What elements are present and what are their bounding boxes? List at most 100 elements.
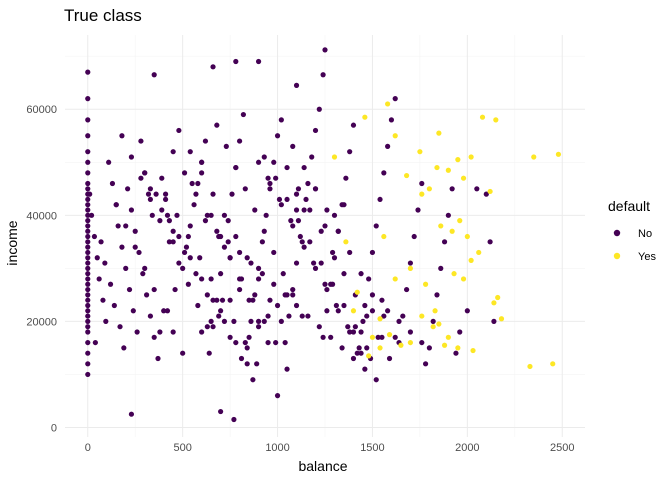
point-yes <box>470 347 476 354</box>
x-tick-label: 0 <box>85 442 91 454</box>
point-no <box>411 233 417 240</box>
point-no <box>85 329 91 335</box>
point-no <box>85 361 91 367</box>
point-yes <box>479 114 486 120</box>
point-no <box>311 260 317 266</box>
point-no <box>407 260 414 266</box>
point-yes <box>407 339 414 346</box>
point-no <box>434 292 440 298</box>
point-no <box>233 339 239 346</box>
point-no <box>453 350 459 356</box>
point-yes <box>498 316 505 322</box>
point-no <box>244 255 250 261</box>
point-no <box>204 324 210 330</box>
chart-title: True class <box>64 6 142 25</box>
x-tick-label: 1000 <box>265 442 289 454</box>
legend-label-yes: Yes <box>638 251 656 263</box>
point-no <box>305 180 311 187</box>
point-yes <box>398 342 404 348</box>
y-tick-label: 60000 <box>26 104 57 116</box>
point-no <box>85 313 91 319</box>
point-no <box>358 329 364 335</box>
point-no <box>307 239 313 245</box>
point-no <box>174 212 180 218</box>
point-no <box>284 196 290 203</box>
point-yes <box>476 249 482 256</box>
point-no <box>87 191 93 197</box>
point-no <box>85 271 91 277</box>
point-no <box>347 329 353 335</box>
point-no <box>273 175 279 181</box>
point-no <box>187 255 193 261</box>
point-no <box>362 302 368 309</box>
point-no <box>419 180 425 187</box>
point-no <box>210 191 216 197</box>
point-no <box>301 164 307 171</box>
point-no <box>145 191 152 197</box>
point-yes <box>451 271 457 277</box>
point-no <box>449 186 455 192</box>
point-no <box>347 149 353 155</box>
point-yes <box>438 223 444 229</box>
point-no <box>426 345 432 351</box>
point-no <box>98 239 104 245</box>
point-no <box>231 318 237 324</box>
y-axis-ticks: 0 20000 40000 60000 <box>26 104 57 434</box>
point-no <box>85 180 91 187</box>
point-no <box>352 324 358 330</box>
point-yes <box>531 154 537 160</box>
point-no <box>293 82 300 88</box>
point-no <box>255 318 262 324</box>
point-no <box>301 207 307 213</box>
point-no <box>312 127 319 134</box>
point-no <box>388 117 395 123</box>
point-no <box>91 233 98 240</box>
point-no <box>487 239 493 245</box>
point-no <box>125 186 131 192</box>
point-no <box>320 334 326 340</box>
point-no <box>293 302 300 309</box>
point-no <box>246 334 252 340</box>
point-no <box>218 408 224 415</box>
point-no <box>341 271 347 277</box>
point-no <box>142 265 148 271</box>
point-no <box>312 186 319 192</box>
point-no <box>252 207 258 213</box>
point-no <box>138 175 144 181</box>
point-yes <box>362 114 368 120</box>
point-no <box>255 265 262 271</box>
point-no <box>151 72 157 78</box>
point-no <box>85 239 91 245</box>
point-no <box>419 339 425 346</box>
point-no <box>295 218 302 224</box>
point-no <box>236 276 243 282</box>
point-no <box>404 286 410 293</box>
x-tick-label: 2000 <box>455 442 479 454</box>
point-no <box>126 286 133 293</box>
point-yes <box>386 332 393 338</box>
point-no <box>231 416 237 423</box>
point-yes <box>343 239 349 245</box>
point-no <box>322 281 328 287</box>
point-no <box>339 345 345 351</box>
point-no <box>85 339 91 346</box>
y-tick-label: 0 <box>51 422 57 434</box>
point-no <box>322 223 328 229</box>
point-no <box>343 175 349 181</box>
point-no <box>214 122 220 128</box>
point-no <box>85 260 91 266</box>
point-no <box>271 281 277 287</box>
point-yes <box>460 276 467 282</box>
point-no <box>193 191 199 197</box>
point-no <box>255 58 262 65</box>
point-no <box>221 212 228 218</box>
point-no <box>199 159 205 165</box>
point-no <box>305 313 311 319</box>
point-no <box>379 334 385 340</box>
point-yes <box>436 321 442 327</box>
point-no <box>288 218 294 224</box>
point-no <box>85 297 91 303</box>
point-no <box>369 292 376 298</box>
point-no <box>227 255 233 261</box>
point-no <box>350 329 357 335</box>
